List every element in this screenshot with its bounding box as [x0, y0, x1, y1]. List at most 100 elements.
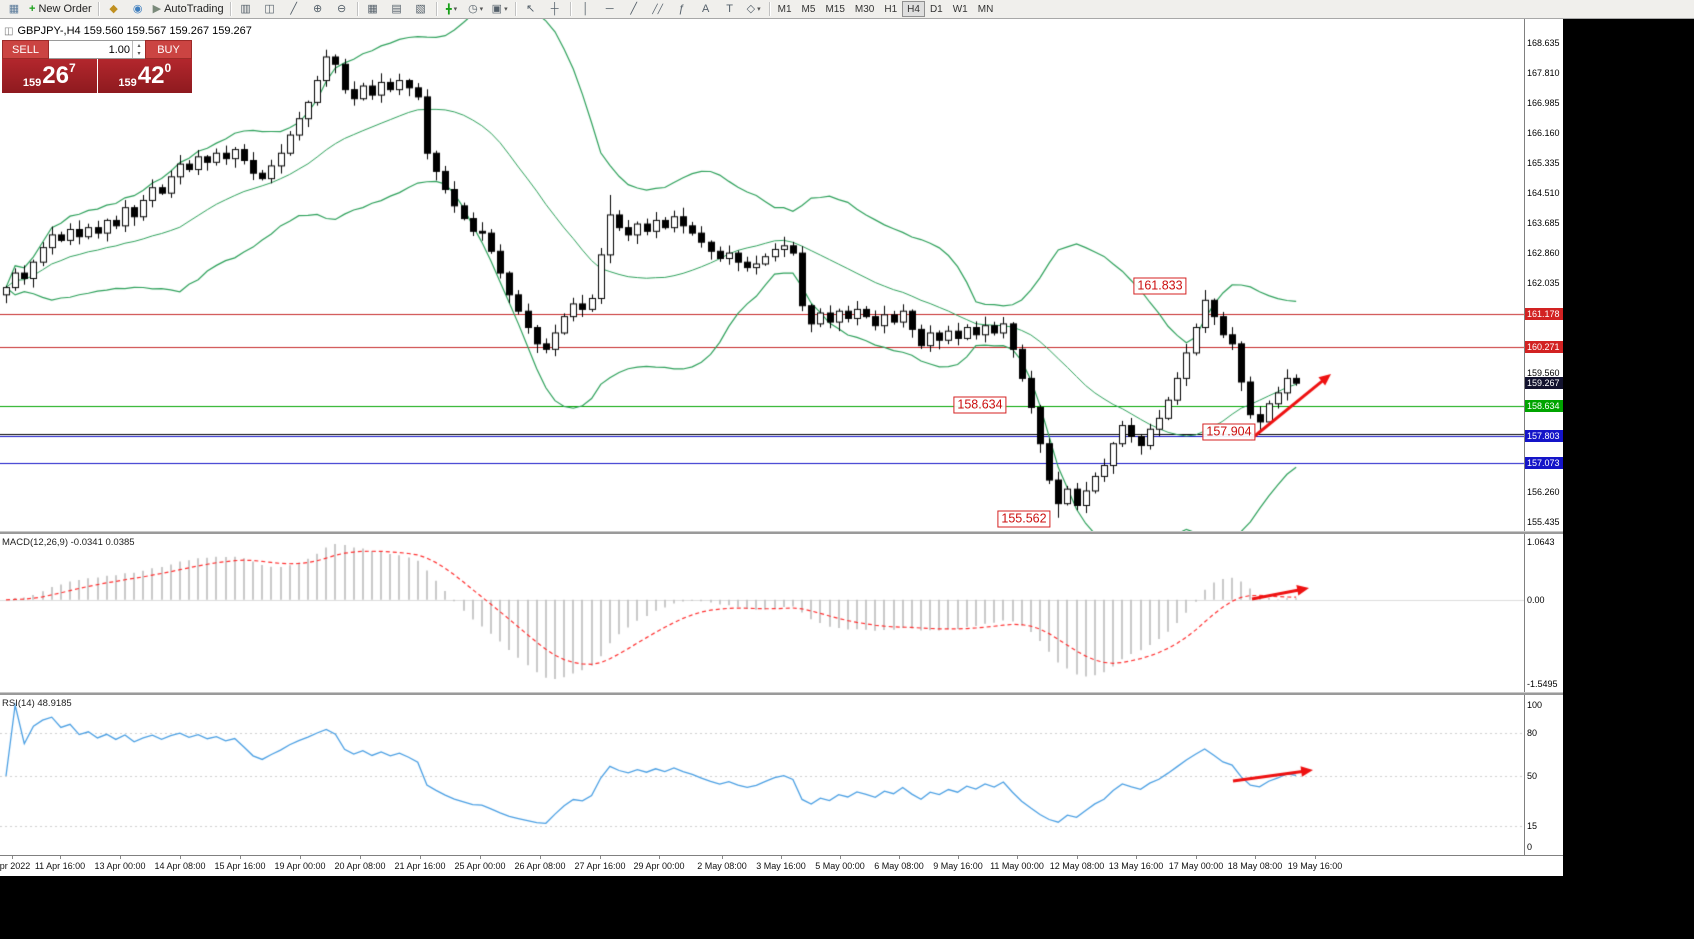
periods-button[interactable]: ◷ ▾ [464, 0, 488, 18]
price-annotation[interactable]: 161.833 [1133, 277, 1187, 295]
line-chart-button[interactable]: ╱ [282, 0, 306, 18]
time-tick [120, 856, 121, 859]
buy-price-button[interactable]: 159 42 0 [97, 59, 192, 93]
main-chart-panel: ◫ GBPJPY-,H4 159.560 159.567 159.267 159… [0, 19, 1563, 531]
auto-arrange-button[interactable]: ▤ [385, 0, 409, 18]
symbol-icon: ◫ [4, 25, 14, 37]
price-tick-label: 165.335 [1527, 157, 1560, 168]
timeframe-m1-button[interactable]: M1 [773, 1, 797, 17]
time-tick [899, 856, 900, 859]
time-label: 20 Apr 08:00 [334, 861, 386, 871]
buy-button[interactable]: BUY [145, 40, 192, 59]
volume-down-button[interactable]: ▾ [137, 51, 141, 58]
price-badge: 157.803 [1525, 430, 1563, 443]
cursor-button[interactable]: ↖ [519, 0, 543, 18]
time-tick [60, 856, 61, 859]
sell-price-button[interactable]: 159 26 7 [2, 59, 97, 93]
chevron-down-icon: ▾ [479, 6, 484, 13]
price-annotation[interactable]: 158.634 [953, 396, 1007, 414]
price-badge: 158.634 [1525, 400, 1563, 413]
timeframe-d1-button[interactable]: D1 [925, 1, 948, 17]
candlestick-chart-button[interactable]: ◫ [258, 0, 282, 18]
price-annotation[interactable]: 157.904 [1202, 423, 1256, 441]
toolbar-separator [97, 2, 99, 16]
profile-button[interactable]: ◉ [126, 0, 150, 18]
new-chart-button[interactable]: ▦ [2, 0, 26, 18]
cascade-button[interactable]: ▧ [409, 0, 433, 18]
rsi-axis-label: 50 [1527, 771, 1538, 781]
time-label: 3 May 16:00 [756, 861, 806, 871]
time-tick [1017, 856, 1018, 859]
time-label: 15 Apr 16:00 [214, 861, 266, 871]
layout-icon: ◆ [109, 2, 118, 15]
main-price-axis[interactable]: 168.635 167.810 166.985 166.160 165.335 164.5… [1524, 19, 1563, 531]
timeframe-m15-button[interactable]: M15 [820, 1, 849, 17]
crosshair-button[interactable]: ┼ [543, 0, 567, 18]
price-badge: 161.178 [1525, 307, 1563, 320]
time-label: 6 May 08:00 [874, 861, 924, 871]
zoom-out-button[interactable]: ⊖ [330, 0, 354, 18]
macd-axis-label: 0.00 [1527, 594, 1545, 605]
rsi-axis[interactable]: 100 80 50 15 0 [1524, 695, 1563, 855]
text-label-icon: T [726, 2, 733, 15]
sell-price-prefix: 159 [22, 77, 42, 89]
macd-canvas[interactable] [0, 534, 1524, 692]
charts-layout-button[interactable]: ◆ [102, 0, 126, 18]
timeframe-m30-button[interactable]: M30 [850, 1, 879, 17]
price-tick-label: 167.810 [1527, 67, 1560, 78]
indicators-button[interactable]: ╋ ▾ [440, 0, 464, 18]
timeframe-h4-button[interactable]: H4 [902, 1, 925, 17]
panel-splitter[interactable] [0, 531, 1563, 534]
time-label: 25 Apr 00:00 [454, 861, 506, 871]
price-badge: 160.271 [1525, 340, 1563, 353]
timeframe-mn-button[interactable]: MN [973, 1, 999, 17]
text-button[interactable]: A [694, 0, 718, 18]
templates-button[interactable]: ▣ ▾ [488, 0, 512, 18]
timeframe-m5-button[interactable]: M5 [797, 1, 821, 17]
time-label: 19 May 16:00 [1287, 861, 1343, 871]
bar-chart-button[interactable]: ▥ [234, 0, 258, 18]
main-annotations-overlay: 161.833 158.634 157.904 155.562 [0, 19, 1524, 531]
price-tick-label: 162.035 [1527, 277, 1560, 288]
trendline-button[interactable]: ╱ [622, 0, 646, 18]
timeframe-h1-button[interactable]: H1 [879, 1, 902, 17]
price-annotation[interactable]: 155.562 [997, 510, 1051, 528]
horizontal-line-button[interactable]: ─ [598, 0, 622, 18]
sell-button[interactable]: SELL [2, 40, 49, 59]
toolbar: ▦ + New Order ◆ ◉ ▶ AutoTrading ▥ ◫ ╱ ⊕ ⊖ … [0, 0, 1694, 19]
shapes-button[interactable]: ◇ ▾ [742, 0, 766, 18]
panel-splitter[interactable] [0, 692, 1563, 695]
rsi-canvas[interactable] [0, 695, 1524, 855]
zoom-in-button[interactable]: ⊕ [306, 0, 330, 18]
price-tick-label: 166.985 [1527, 97, 1560, 108]
channel-button[interactable]: ╱╱ [646, 0, 670, 18]
buy-price-sup: 0 [164, 61, 172, 75]
main-chart-canvas[interactable] [0, 19, 1524, 531]
time-label: 19 Apr 00:00 [274, 861, 326, 871]
macd-axis[interactable]: 1.0643 0.00 -1.5495 [1524, 534, 1563, 692]
buy-price-prefix: 159 [118, 77, 137, 89]
time-tick [420, 856, 421, 859]
text-label-button[interactable]: T [718, 0, 742, 18]
tile-windows-button[interactable]: ▦ [361, 0, 385, 18]
new-order-button[interactable]: + New Order [26, 0, 95, 18]
candlestick-chart-icon: ◫ [264, 2, 275, 15]
channel-icon: ╱╱ [652, 3, 664, 14]
sell-price-big: 26 [42, 62, 69, 89]
timeframe-w1-button[interactable]: W1 [948, 1, 973, 17]
text-icon: A [701, 2, 710, 15]
volume-input[interactable] [49, 41, 132, 58]
profile-icon: ◉ [132, 2, 143, 15]
toolbar-separator [435, 2, 437, 16]
bar-chart-icon: ▥ [240, 2, 251, 15]
toolbar-separator [569, 2, 571, 16]
time-tick [600, 856, 601, 859]
fibonacci-button[interactable]: ƒ [670, 0, 694, 18]
autotrading-button[interactable]: ▶ AutoTrading [150, 0, 227, 18]
price-tick-label: 166.160 [1527, 127, 1560, 138]
template-icon: ▣ [491, 2, 503, 15]
vertical-line-button[interactable]: │ [574, 0, 598, 18]
volume-up-button[interactable]: ▴ [137, 42, 141, 49]
time-tick [1136, 856, 1137, 859]
